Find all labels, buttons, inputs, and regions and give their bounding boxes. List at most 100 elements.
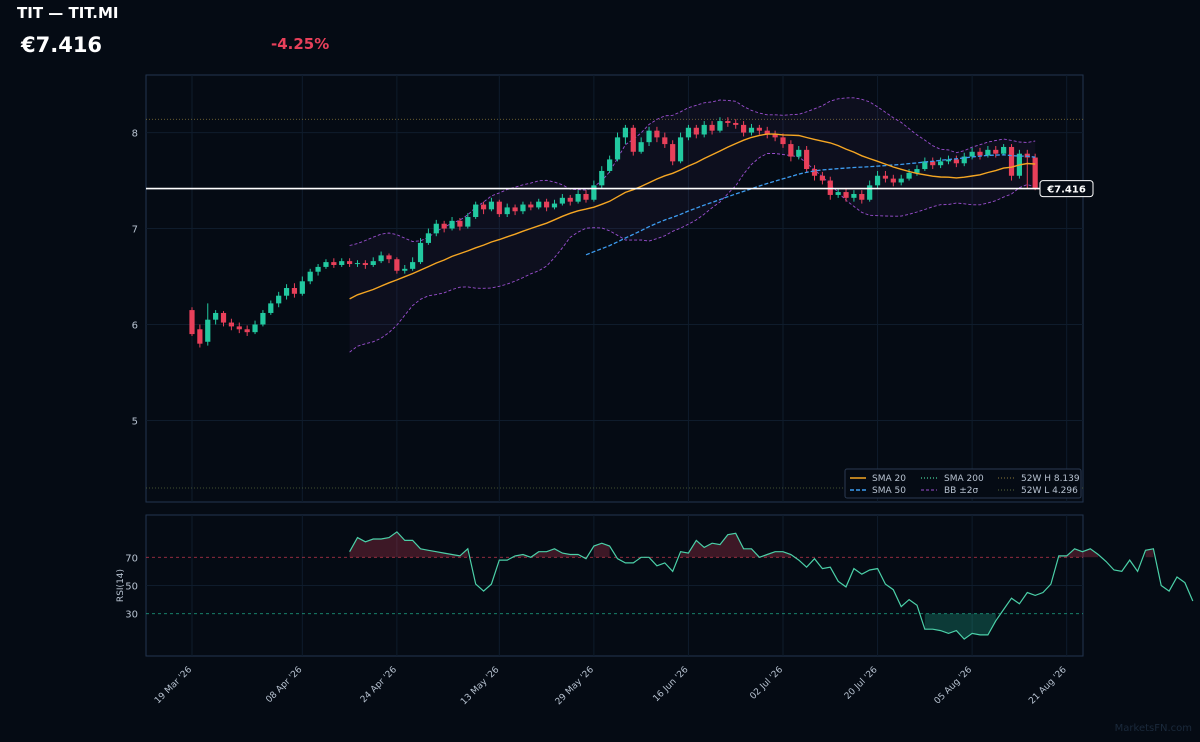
candle-down	[512, 207, 518, 212]
candle-up	[938, 161, 944, 166]
candle-down	[930, 161, 936, 166]
candle-up	[402, 268, 408, 271]
candle-up	[898, 178, 904, 183]
candle-up	[268, 303, 274, 313]
rsi-overbought-fill	[1145, 548, 1154, 558]
bollinger-upper-line	[349, 97, 1036, 246]
candle-down	[811, 169, 818, 176]
candle-up	[307, 271, 313, 282]
candle-up	[520, 204, 526, 212]
sma20-line	[349, 133, 1036, 300]
legend-52w-high-label: 52W H 8.139	[1021, 474, 1080, 484]
candle-up	[252, 324, 258, 333]
rsi-line	[349, 531, 1194, 640]
candle-down	[804, 149, 810, 170]
candle-down	[528, 204, 534, 208]
candle-down	[733, 122, 739, 125]
current-price-tag-label: €7.416	[1046, 185, 1086, 196]
candle-down	[693, 127, 699, 135]
rsi-overbought-fill	[680, 533, 791, 558]
rsi-panel: 30 50 70 RSI(14)	[116, 514, 1194, 657]
candle-up	[551, 203, 558, 208]
candle-up	[906, 172, 912, 179]
price-panel: 5 6 7 8 €7.416	[132, 74, 1094, 503]
candle-up	[575, 193, 581, 202]
candle-down	[567, 197, 573, 202]
candle-down	[882, 175, 889, 179]
candle-up	[410, 262, 416, 269]
candle-up	[315, 266, 321, 272]
candle-up	[969, 151, 975, 157]
candle-down	[709, 124, 715, 131]
candle-up	[677, 137, 684, 162]
candle-up	[646, 130, 652, 143]
legend-sma200-label: SMA 200	[944, 474, 984, 484]
legend-sma50-label: SMA 50	[872, 486, 906, 496]
candle-up	[961, 156, 967, 164]
x-tick-label: 29 May '26	[554, 665, 596, 707]
candle-up	[433, 223, 439, 234]
candle-up	[914, 169, 920, 173]
candle-down	[386, 255, 392, 260]
watermark: MarketsFN.com	[1114, 723, 1192, 734]
candle-down	[827, 180, 833, 195]
candle-down	[583, 193, 589, 200]
candle-up	[205, 319, 211, 342]
candle-up	[504, 207, 510, 215]
candle-up	[339, 261, 345, 265]
bollinger-lower-line	[349, 153, 1036, 353]
x-tick-label: 20 Jul '26	[843, 665, 880, 702]
candle-up	[685, 127, 692, 138]
candle-up	[607, 159, 613, 171]
rsi-overbought-fill	[1058, 548, 1099, 558]
candle-down	[630, 127, 636, 152]
candle-up	[449, 220, 455, 229]
candle-down	[244, 329, 250, 333]
candle-down	[662, 137, 668, 145]
candle-up	[599, 170, 605, 186]
candle-down	[457, 220, 463, 227]
rsi-tick-label: 70	[125, 553, 138, 564]
candle-up	[985, 149, 991, 156]
candle-down	[890, 178, 896, 183]
candle-up	[614, 137, 621, 160]
candle-down	[394, 259, 400, 271]
candle-up	[354, 263, 361, 265]
candle-down	[544, 201, 550, 208]
candle-down	[819, 175, 825, 181]
price-tick-label: 7	[132, 225, 138, 236]
candle-down	[189, 310, 195, 335]
rsi-tick-label: 50	[125, 582, 138, 593]
legend-52w-low-label: 52W L 4.296	[1021, 486, 1078, 496]
candle-up	[260, 312, 266, 325]
x-tick-label: 24 Apr '26	[359, 665, 399, 705]
candle-up	[536, 201, 542, 208]
candle-down	[977, 151, 983, 156]
candle-down	[772, 134, 778, 138]
candle-down	[496, 201, 502, 215]
price-tick-label: 8	[132, 129, 138, 140]
candle-up	[591, 185, 597, 200]
rsi-tick-label: 30	[125, 610, 138, 621]
candle-up	[488, 201, 495, 210]
sma50-line	[585, 154, 1036, 256]
candle-down	[654, 130, 660, 138]
current-price-tag	[1039, 180, 1094, 198]
candle-up	[473, 204, 479, 218]
candle-down	[993, 149, 999, 154]
chart-legend: SMA 20 SMA 50 SMA 200 BB ±2σ 52W H 8.139…	[844, 468, 1082, 499]
candle-down	[859, 193, 865, 200]
candle-down	[480, 204, 487, 210]
candle-down	[764, 130, 770, 135]
candle-up	[867, 185, 873, 200]
candle-up	[851, 193, 857, 198]
candle-up	[299, 281, 305, 294]
rsi-overbought-fill	[349, 531, 468, 558]
candle-down	[780, 137, 786, 145]
legend-box	[844, 468, 1082, 499]
x-tick-label: 13 May '26	[459, 665, 501, 707]
candle-down	[236, 326, 242, 330]
candle-down	[291, 288, 298, 294]
candle-up	[638, 142, 644, 152]
